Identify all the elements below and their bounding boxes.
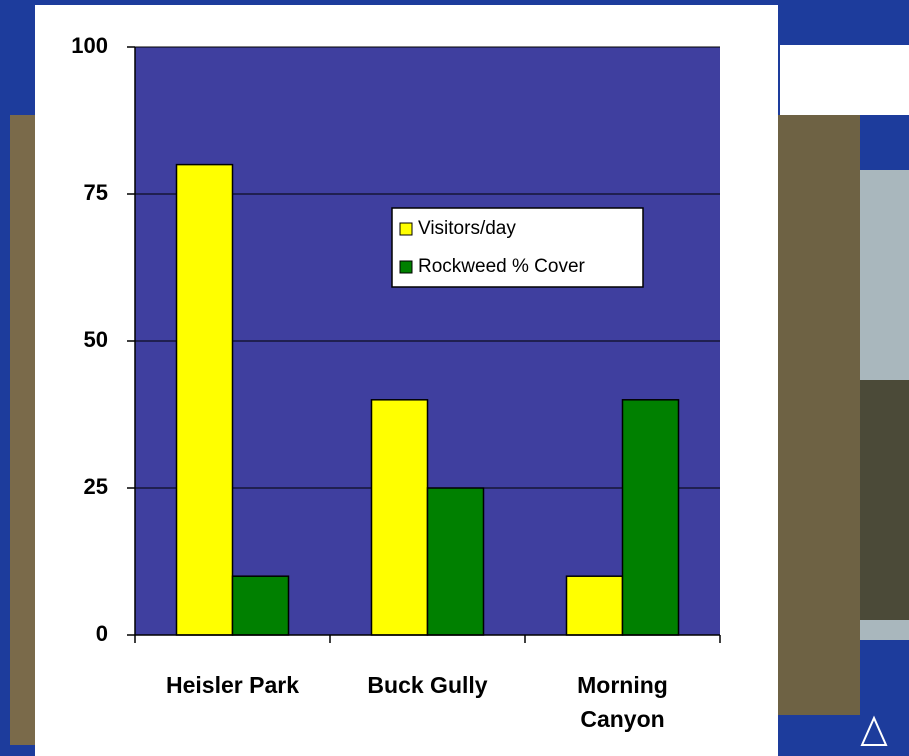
- legend-swatch: [400, 261, 412, 273]
- photo-rocks: [860, 380, 909, 620]
- legend-label: Visitors/day: [418, 218, 516, 239]
- y-tick-label: 0: [96, 621, 108, 646]
- x-tick-label: Buck Gully: [342, 668, 514, 702]
- y-tick-label: 75: [84, 180, 108, 205]
- slide: {"chart_data": {"type": "bar", "categori…: [0, 0, 909, 756]
- photo-right: [770, 115, 860, 715]
- bar: [372, 400, 428, 635]
- title-strip: [780, 45, 909, 115]
- x-tick-label: Morning Canyon: [537, 668, 709, 736]
- bar: [233, 576, 289, 635]
- x-tick-label: Heisler Park: [147, 668, 319, 702]
- legend-label: Rockweed % Cover: [418, 256, 586, 277]
- chart: 0 25 50 75 100 Visitors/day Rockweed % Cover: [0, 0, 909, 756]
- bar: [428, 488, 484, 635]
- bar: [623, 400, 679, 635]
- y-tick-label: 50: [84, 327, 108, 352]
- y-tick-label: 25: [84, 474, 108, 499]
- bar: [567, 576, 623, 635]
- bar: [177, 165, 233, 635]
- legend-swatch: [400, 223, 412, 235]
- y-tick-label: 100: [71, 33, 108, 58]
